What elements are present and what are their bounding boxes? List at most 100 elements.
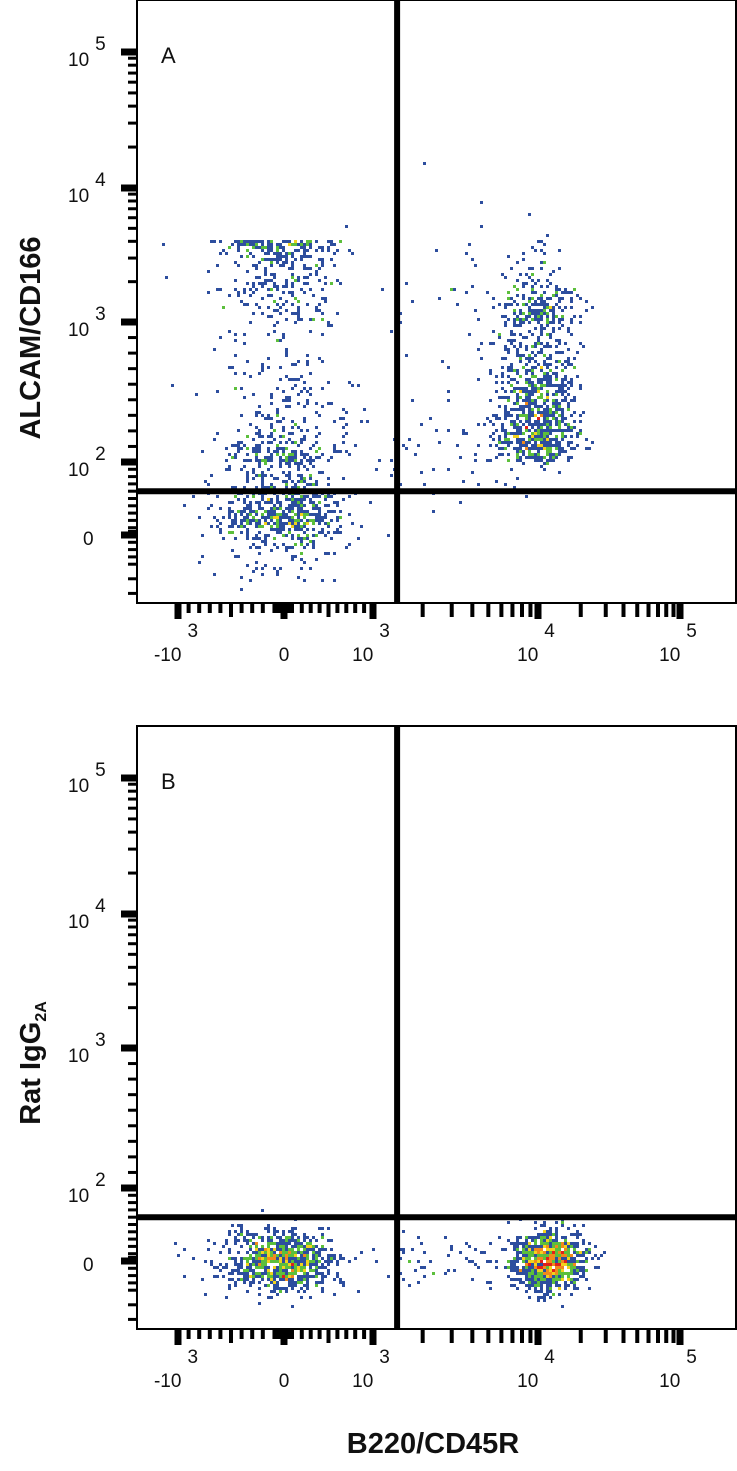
event-bin	[255, 1254, 258, 1257]
event-bin	[501, 357, 504, 360]
event-bin	[567, 1248, 570, 1251]
event-bin	[294, 384, 297, 387]
event-bin	[525, 1272, 528, 1275]
event-bin	[306, 249, 309, 252]
event-bin	[324, 300, 327, 303]
event-bin	[549, 1227, 552, 1230]
event-bin	[285, 1242, 288, 1245]
event-bin	[240, 1227, 243, 1230]
event-bin	[543, 444, 546, 447]
event-bin	[507, 438, 510, 441]
event-bin	[243, 501, 246, 504]
event-bin	[282, 255, 285, 258]
event-bin	[558, 1260, 561, 1263]
event-bin	[570, 426, 573, 429]
event-bin	[234, 444, 237, 447]
event-bin	[240, 441, 243, 444]
event-bin	[507, 1260, 510, 1263]
event-bin	[282, 1254, 285, 1257]
event-bin	[174, 1242, 177, 1245]
event-bin	[366, 420, 369, 423]
event-bin	[540, 1275, 543, 1278]
event-bin	[276, 522, 279, 525]
event-bin	[288, 459, 291, 462]
event-bin	[327, 1260, 330, 1263]
event-bin	[315, 480, 318, 483]
event-bin	[282, 510, 285, 513]
event-bin	[579, 1254, 582, 1257]
event-bin	[285, 486, 288, 489]
event-bin	[213, 438, 216, 441]
event-bin	[246, 1233, 249, 1236]
event-bin	[537, 426, 540, 429]
event-bin	[555, 1248, 558, 1251]
event-bin	[297, 507, 300, 510]
event-bin	[246, 480, 249, 483]
event-bin	[519, 312, 522, 315]
event-bin	[537, 312, 540, 315]
event-bin	[324, 516, 327, 519]
event-bin	[537, 381, 540, 384]
event-bin	[525, 447, 528, 450]
event-bin	[471, 1260, 474, 1263]
event-bin	[234, 354, 237, 357]
event-bin	[543, 435, 546, 438]
event-bin	[282, 513, 285, 516]
event-bin	[540, 318, 543, 321]
event-bin	[288, 1236, 291, 1239]
event-bin	[228, 1287, 231, 1290]
event-bin	[285, 1236, 288, 1239]
event-bin	[267, 1272, 270, 1275]
event-bin	[216, 264, 219, 267]
event-bin	[504, 345, 507, 348]
event-bin	[324, 504, 327, 507]
event-bin	[282, 522, 285, 525]
event-bin	[561, 1251, 564, 1254]
event-bin	[510, 330, 513, 333]
event-bin	[315, 402, 318, 405]
event-bin	[300, 1266, 303, 1269]
event-bin	[228, 525, 231, 528]
event-bin	[261, 1266, 264, 1269]
event-bin	[537, 396, 540, 399]
event-bin	[294, 297, 297, 300]
event-bin	[504, 441, 507, 444]
event-bin	[561, 324, 564, 327]
event-bin	[513, 420, 516, 423]
event-bin	[285, 1260, 288, 1263]
event-bin	[564, 1236, 567, 1239]
event-bin	[273, 1251, 276, 1254]
event-bin	[255, 486, 258, 489]
event-bin	[552, 1254, 555, 1257]
event-bin	[297, 528, 300, 531]
event-bin	[561, 435, 564, 438]
event-bin	[561, 1257, 564, 1260]
event-bin	[564, 1254, 567, 1257]
event-bin	[552, 270, 555, 273]
event-bin	[492, 330, 495, 333]
event-bin	[303, 561, 306, 564]
event-bin	[288, 291, 291, 294]
event-bin	[510, 378, 513, 381]
event-bin	[294, 1227, 297, 1230]
event-bin	[537, 1260, 540, 1263]
event-bin	[264, 267, 267, 270]
event-bin	[312, 513, 315, 516]
event-bin	[528, 453, 531, 456]
event-bin	[321, 1257, 324, 1260]
event-bin	[282, 459, 285, 462]
event-bin	[315, 1275, 318, 1278]
event-bin	[546, 390, 549, 393]
event-bin	[570, 333, 573, 336]
event-bin	[297, 1278, 300, 1281]
event-bin	[558, 1272, 561, 1275]
event-bin	[267, 1224, 270, 1227]
event-bin	[552, 294, 555, 297]
event-bin	[534, 354, 537, 357]
event-bin	[252, 255, 255, 258]
event-bin	[252, 570, 255, 573]
event-bin	[273, 1230, 276, 1233]
event-bin	[282, 1278, 285, 1281]
event-bin	[522, 1242, 525, 1245]
event-bin	[249, 1233, 252, 1236]
